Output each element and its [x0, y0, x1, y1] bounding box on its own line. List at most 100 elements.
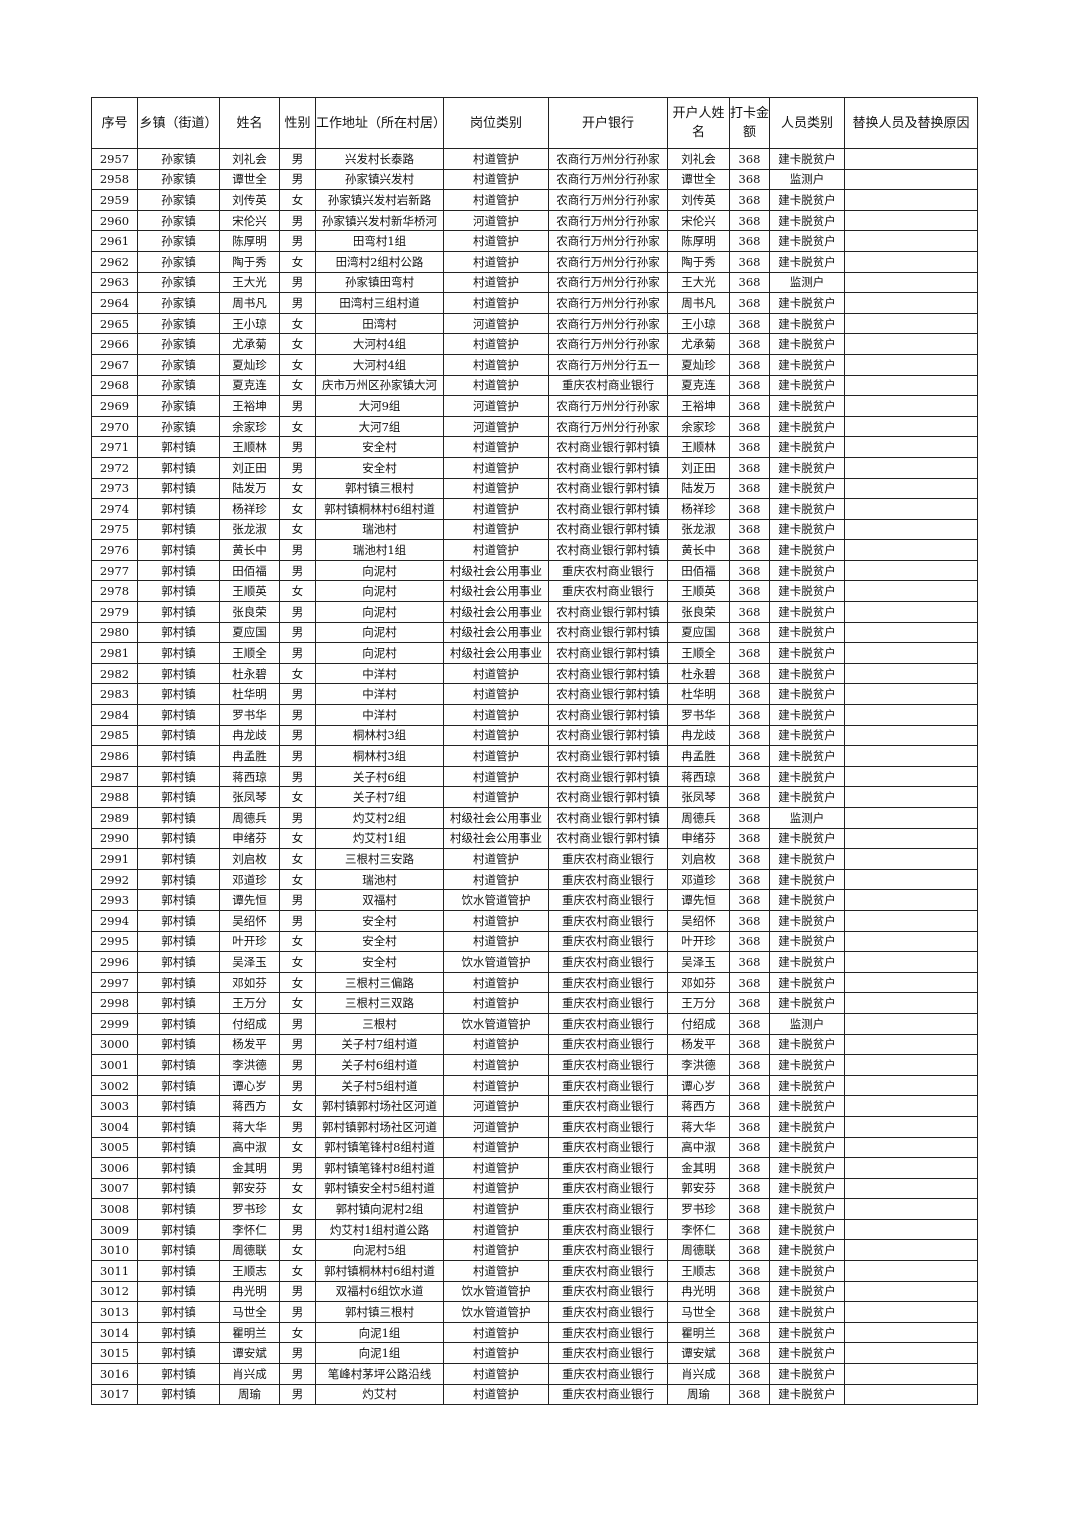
cell-address: 郭村镇向泥村2组 — [315, 1198, 444, 1220]
cell-post: 村级社会公用事业 — [443, 559, 549, 582]
cell-name-text: 宋伦兴 — [232, 213, 267, 228]
cell-town-text: 孙家镇 — [161, 398, 196, 413]
cell-name-text: 夏克连 — [232, 378, 267, 393]
cell-type-text: 建卡脱贫户 — [778, 295, 836, 310]
cell-replacement — [844, 662, 978, 685]
cell-post-text: 村道管护 — [473, 234, 519, 249]
cell-address-text: 郭村镇郭村场社区河道 — [322, 1119, 437, 1134]
cell-replacement — [844, 971, 978, 994]
cell-holder: 叶开珍 — [667, 930, 730, 953]
cell-name: 谭安斌 — [219, 1342, 280, 1365]
cell-type-text: 建卡脱贫户 — [778, 666, 836, 681]
cell-bank-text: 重庆农村商业银行 — [562, 378, 654, 393]
cell-replacement — [844, 1198, 978, 1220]
cell-address-text: 中洋村 — [362, 687, 397, 702]
cell-type: 建卡脱贫户 — [769, 683, 845, 706]
cell-sex: 男 — [279, 230, 316, 252]
cell-sex-text: 男 — [291, 1057, 304, 1072]
cell-holder: 谭世全 — [667, 168, 730, 191]
cell-replacement-text — [846, 458, 977, 477]
cell-bank: 重庆农村商业银行 — [548, 1301, 668, 1323]
cell-type: 建卡脱贫户 — [769, 1383, 845, 1406]
cell-holder: 谭先恒 — [667, 889, 730, 911]
cell-replacement-text — [846, 1365, 977, 1384]
cell-name: 周德联 — [219, 1239, 280, 1262]
cell-name: 瞿明兰 — [219, 1321, 280, 1344]
cell-replacement — [844, 312, 978, 335]
cell-replacement — [844, 951, 978, 973]
cell-amount: 368 — [729, 1157, 770, 1179]
table-row: 2982 郭村镇 杜永碧 女 中洋村 村道管护 农村商业银行郭村镇 杜永碧 368 建卡脱贫户 — [91, 662, 978, 685]
cell-name: 刘正田 — [219, 456, 280, 479]
cell-address: 三根村三双路 — [315, 992, 444, 1014]
cell-amount-text: 368 — [738, 151, 761, 166]
cell-no-text: 2966 — [99, 337, 130, 352]
cell-address-text: 桐林村3组 — [352, 728, 407, 743]
cell-holder: 冉孟胜 — [667, 745, 730, 767]
cell-name: 张良荣 — [219, 601, 280, 623]
cell-sex-text: 男 — [291, 460, 304, 475]
cell-sex: 男 — [279, 1218, 316, 1241]
cell-town: 郭村镇 — [137, 580, 220, 603]
cell-address-text: 郭村镇安全村5组村道 — [324, 1181, 435, 1196]
cell-name-text: 吴绍怀 — [232, 913, 267, 928]
cell-bank-text: 重庆农村商业银行 — [562, 851, 654, 866]
cell-holder: 金其明 — [667, 1157, 730, 1179]
cell-sex-text: 女 — [291, 1325, 304, 1340]
cell-type-text: 建卡脱贫户 — [778, 1222, 836, 1237]
cell-town-text: 郭村镇 — [161, 646, 196, 661]
cell-holder: 张龙淑 — [667, 518, 730, 541]
cell-type: 建卡脱贫户 — [769, 1074, 845, 1097]
cell-type-text: 建卡脱贫户 — [778, 975, 836, 990]
cell-type: 建卡脱贫户 — [769, 1095, 845, 1117]
cell-no: 2971 — [91, 436, 138, 458]
cell-replacement — [844, 1136, 978, 1159]
cell-amount-text: 368 — [738, 769, 761, 784]
cell-replacement-text — [846, 726, 977, 745]
cell-address-text: 三根村三安路 — [345, 851, 414, 866]
cell-post-text: 村道管护 — [473, 1140, 519, 1155]
cell-holder: 王小琼 — [667, 312, 730, 335]
cell-no-text: 2996 — [99, 954, 130, 969]
cell-name: 周德兵 — [219, 807, 280, 829]
cell-post-text: 村道管护 — [473, 851, 519, 866]
cell-address-text: 大河9组 — [358, 398, 401, 413]
cell-name: 刘礼会 — [219, 148, 280, 170]
cell-type: 建卡脱贫户 — [769, 292, 845, 314]
cell-replacement-text — [846, 1076, 977, 1095]
cell-amount-text: 368 — [738, 749, 761, 764]
cell-no-text: 2989 — [99, 810, 130, 825]
cell-bank-text: 重庆农村商业银行 — [562, 934, 654, 949]
cell-sex-text: 男 — [291, 1366, 304, 1381]
cell-address: 关子村6组 — [315, 765, 444, 788]
cell-no: 2982 — [91, 662, 138, 685]
cell-type: 建卡脱贫户 — [769, 1054, 845, 1076]
cell-sex: 男 — [279, 889, 316, 911]
cell-sex-text: 男 — [291, 810, 304, 825]
cell-post: 河道管护 — [443, 1115, 549, 1138]
cell-amount-text: 368 — [738, 563, 761, 578]
cell-holder-text: 王顺志 — [681, 1263, 716, 1278]
cell-name-text: 张凤琴 — [232, 790, 267, 805]
cell-bank-text: 重庆农村商业银行 — [562, 584, 654, 599]
table-row: 2967 孙家镇 夏灿珍 女 大河村4组 村道管护 农商行万州分行五一 夏灿珍 368 建卡脱贫户 — [91, 353, 978, 376]
cell-no-text: 3002 — [99, 1078, 130, 1093]
table-row: 2979 郭村镇 张良荣 男 向泥村 村级社会公用事业 农村商业银行郭村镇 张良荣 368 建卡脱… — [91, 601, 978, 623]
cell-amount-text: 368 — [738, 666, 761, 681]
cell-address: 向泥村 — [315, 621, 444, 644]
cell-holder-text: 蒋西方 — [681, 1099, 716, 1114]
cell-type-text: 建卡脱贫户 — [778, 728, 836, 743]
cell-no-text: 3001 — [99, 1057, 130, 1072]
cell-amount-text: 368 — [738, 1387, 761, 1402]
cell-name: 王顺全 — [219, 642, 280, 664]
cell-town-text: 郭村镇 — [161, 831, 196, 846]
table-row: 3003 郭村镇 蒋西方 女 郭村镇郭村场社区河道 河道管护 重庆农村商业银行 蒋西方 368 建… — [91, 1095, 978, 1117]
cell-type: 建卡脱贫户 — [769, 456, 845, 479]
cell-holder: 尤承菊 — [667, 333, 730, 355]
cell-holder: 陆发万 — [667, 477, 730, 500]
cell-address-text: 郭村镇笔锋村8组村道 — [324, 1140, 435, 1155]
cell-holder: 谭安斌 — [667, 1342, 730, 1365]
cell-type: 建卡脱贫户 — [769, 559, 845, 582]
cell-town: 郭村镇 — [137, 848, 220, 870]
cell-address: 三根村 — [315, 1012, 444, 1035]
